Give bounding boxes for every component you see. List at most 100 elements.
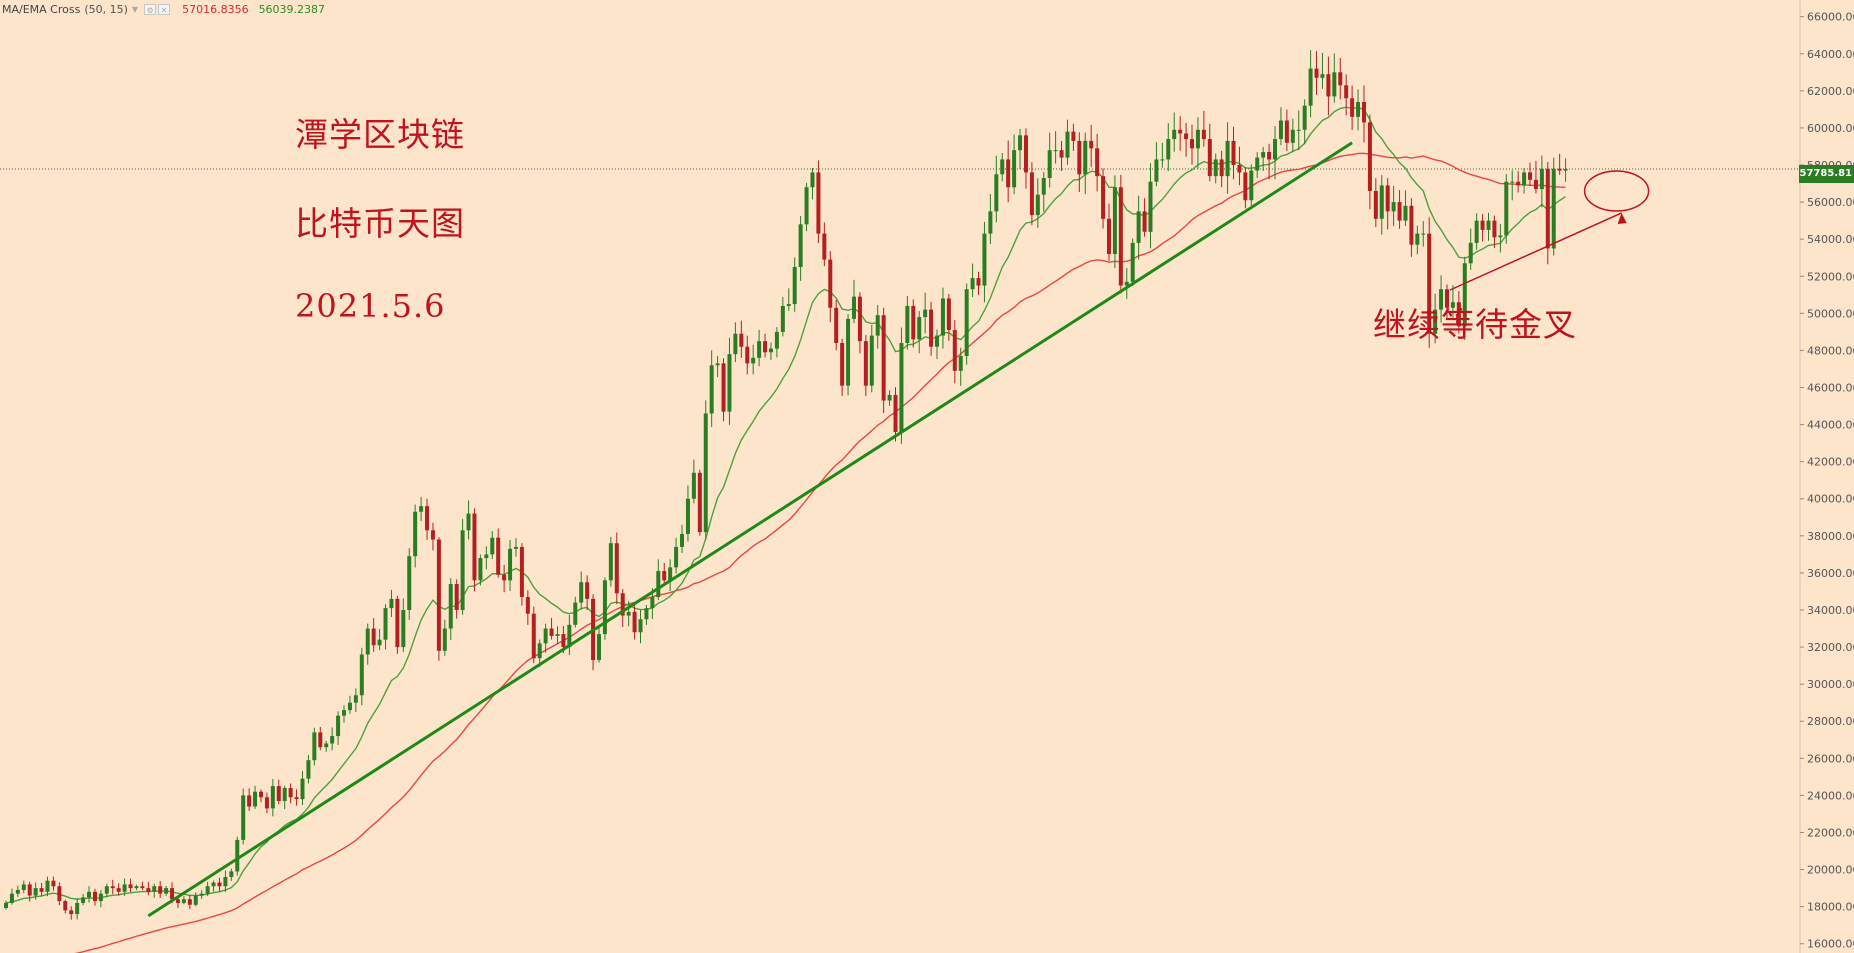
candle <box>1338 57 1343 100</box>
candle-body <box>691 472 696 499</box>
candle-body <box>970 278 975 290</box>
candle-body <box>389 598 394 609</box>
candle <box>430 522 435 551</box>
candle-body <box>739 333 744 347</box>
candle-body <box>685 498 690 534</box>
candle <box>1397 190 1402 229</box>
candle <box>324 740 329 752</box>
candle-body <box>1367 122 1372 191</box>
candle <box>1308 50 1313 118</box>
candle <box>1539 155 1544 208</box>
candle-body <box>407 556 412 610</box>
candle-body <box>798 224 803 267</box>
candle-body <box>614 543 619 594</box>
candle-body <box>235 839 240 872</box>
price-axis-label: 38000.00 <box>1807 530 1854 543</box>
candle <box>905 295 910 350</box>
candle <box>1373 178 1378 228</box>
price-axis[interactable]: 16000.00 18000.00 20000.00 22000.00 24000.00… <box>1799 0 1854 953</box>
candle <box>1528 162 1533 187</box>
candle <box>840 338 845 396</box>
price-axis-label: 16000.00 <box>1807 938 1854 951</box>
candle <box>217 877 222 892</box>
candle-body <box>1391 202 1396 212</box>
price-axis-label: 24000.00 <box>1807 789 1854 802</box>
candle <box>543 623 548 653</box>
candle <box>810 167 815 200</box>
candle <box>1439 275 1444 323</box>
candle-body <box>602 580 607 635</box>
candle-body <box>994 174 999 212</box>
candle-body <box>1474 220 1479 243</box>
candle-body <box>508 548 513 581</box>
candle-body <box>1065 131 1070 158</box>
candle-body <box>490 537 495 555</box>
candle <box>282 785 287 810</box>
candle-body <box>751 357 756 364</box>
candle <box>1047 132 1052 188</box>
candle <box>57 882 62 906</box>
candle <box>442 619 447 656</box>
trendline-group <box>147 141 1353 918</box>
candle <box>733 322 738 363</box>
candle <box>674 537 679 574</box>
legend-dropdown-icon[interactable]: ▼ <box>131 4 139 14</box>
candle-body <box>632 611 637 633</box>
annotation-arrow-group <box>1449 212 1627 291</box>
candle <box>531 606 536 664</box>
candle <box>134 884 139 891</box>
candle <box>1314 51 1319 95</box>
candle <box>1213 153 1218 184</box>
candle-body <box>1462 263 1467 327</box>
candle-body <box>1439 289 1444 310</box>
annotation-arrow-head <box>1617 212 1627 224</box>
price-axis-label: 26000.00 <box>1807 752 1854 765</box>
candle-body <box>223 876 228 887</box>
candle-body <box>306 760 311 779</box>
highlight-ellipse-group <box>1583 170 1650 212</box>
candle <box>92 888 97 906</box>
candle <box>1059 140 1064 172</box>
candle <box>158 881 163 898</box>
candle <box>857 292 862 354</box>
candle-body <box>45 880 50 892</box>
candle <box>1444 284 1449 320</box>
candle <box>187 895 192 910</box>
candle-body <box>152 886 157 892</box>
candle-body <box>128 884 133 889</box>
candle-body <box>709 365 714 414</box>
candle <box>175 897 180 909</box>
candle <box>863 335 868 396</box>
candle-body <box>63 901 68 911</box>
candle-body <box>377 639 382 646</box>
indicator-name[interactable]: MA/EMA Cross <box>2 2 81 16</box>
candle-body <box>893 394 898 433</box>
candle-body <box>1415 233 1420 245</box>
candle <box>851 279 856 324</box>
candle-body <box>199 893 204 896</box>
candle <box>632 603 637 640</box>
candle <box>935 329 940 359</box>
close-icon[interactable]: ✕ <box>158 3 171 15</box>
settings-icon[interactable]: ⚙ <box>144 3 157 15</box>
candle-body <box>1255 157 1260 171</box>
indicator-legend[interactable]: MA/EMA Cross (50, 15) ▼ ⚙ ✕ 57016.8356 5… <box>2 1 325 17</box>
candle-body <box>413 511 418 557</box>
candle <box>970 263 975 298</box>
candle <box>585 575 590 611</box>
price-axis-label: 54000.00 <box>1807 233 1854 246</box>
candle-body <box>537 643 542 659</box>
candle-body <box>1219 159 1224 177</box>
candle-body <box>217 882 222 887</box>
candle-body <box>887 394 892 401</box>
candle <box>1130 238 1135 286</box>
candle <box>1498 224 1503 253</box>
candle <box>1278 107 1283 146</box>
candle-body <box>87 891 92 898</box>
candle <box>193 892 198 907</box>
candle <box>223 870 228 892</box>
candle-body <box>359 654 364 696</box>
candle <box>828 251 833 323</box>
